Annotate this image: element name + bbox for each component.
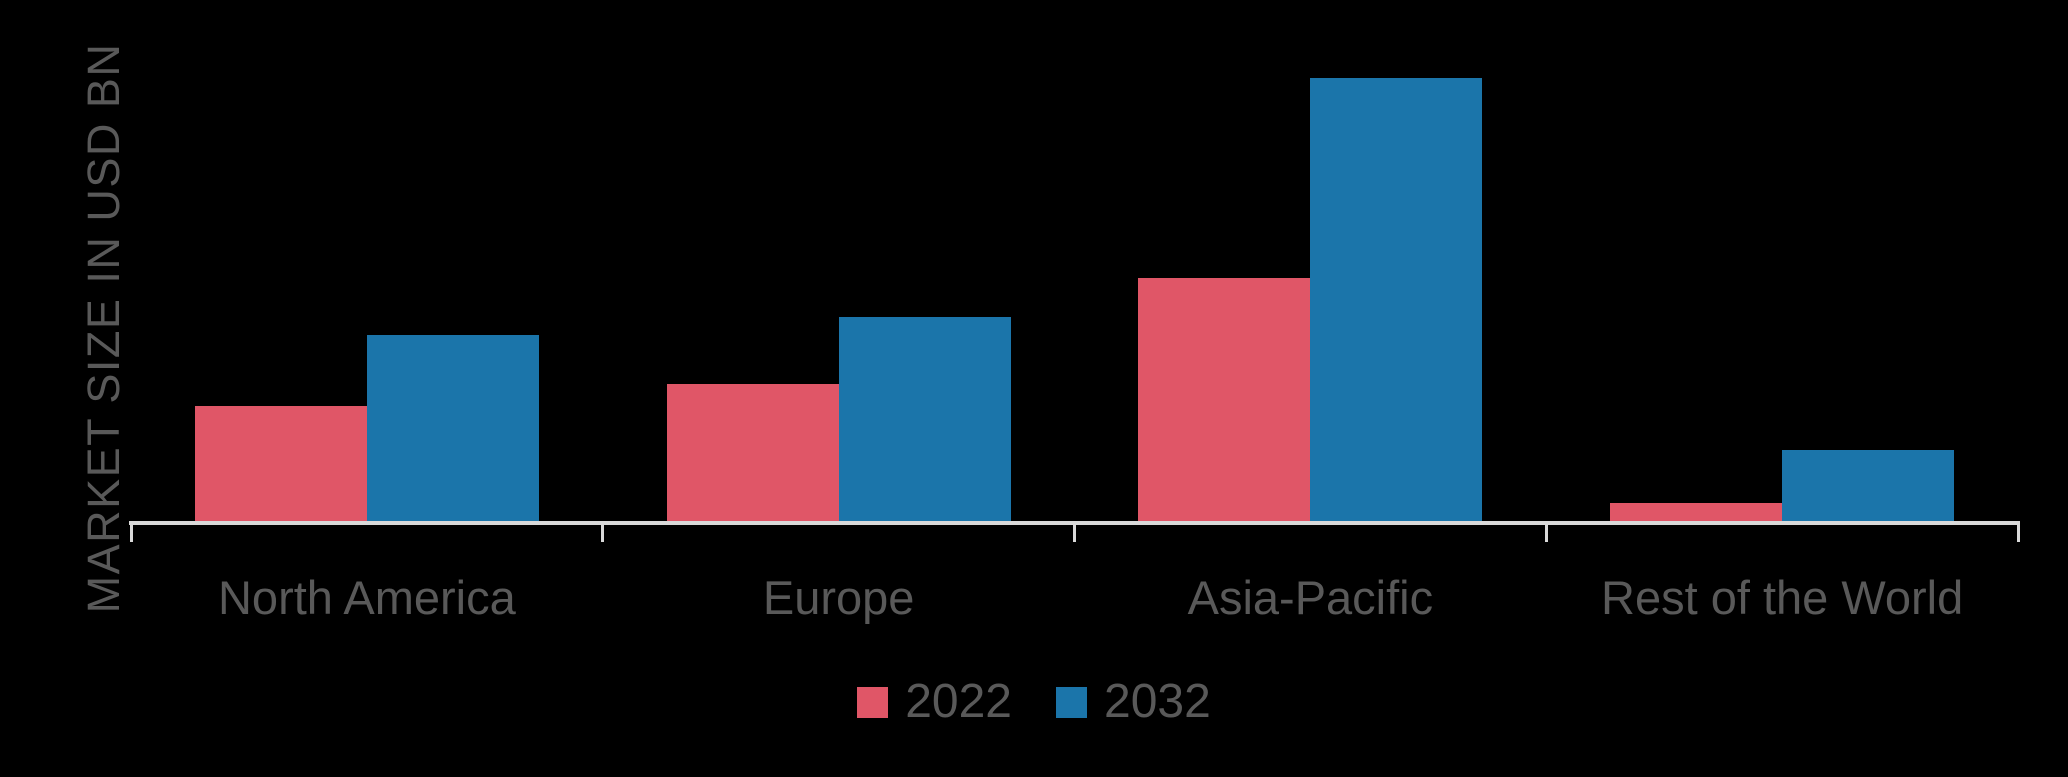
legend-swatch-icon — [857, 686, 889, 718]
legend-entry-2032: 2032 — [1056, 678, 1211, 726]
x-axis-label-rest-of-the-world: Rest of the World — [1601, 571, 1964, 624]
x-axis-tick — [1544, 521, 1548, 542]
x-axis-label-europe: Europe — [762, 571, 915, 624]
x-axis-tick — [2016, 521, 2020, 542]
legend-label: 2022 — [905, 675, 1012, 728]
legend-swatch-icon — [1056, 686, 1087, 718]
legend-label: 2032 — [1104, 675, 1211, 728]
x-axis-label-asia-pacific: Asia-Pacific — [1187, 571, 1434, 624]
x-axis-tick — [1073, 521, 1076, 542]
x-axis-tick — [129, 521, 133, 542]
bar-2022-europe — [666, 383, 839, 521]
x-axis-tick — [601, 521, 605, 542]
legend: 2022 2032 — [0, 678, 2068, 726]
bar-2032-rest-of-the-world — [1782, 450, 1955, 521]
bar-2032-north-america — [366, 335, 539, 521]
bar-2022-asia-pacific — [1138, 277, 1311, 521]
bar-2022-north-america — [194, 405, 367, 521]
bar-2032-asia-pacific — [1310, 78, 1483, 521]
x-axis-label-north-america: North America — [217, 571, 516, 624]
bar-2032-europe — [838, 317, 1011, 521]
bar-2022-rest-of-the-world — [1610, 503, 1783, 521]
legend-entry-2022: 2022 — [857, 678, 1012, 726]
